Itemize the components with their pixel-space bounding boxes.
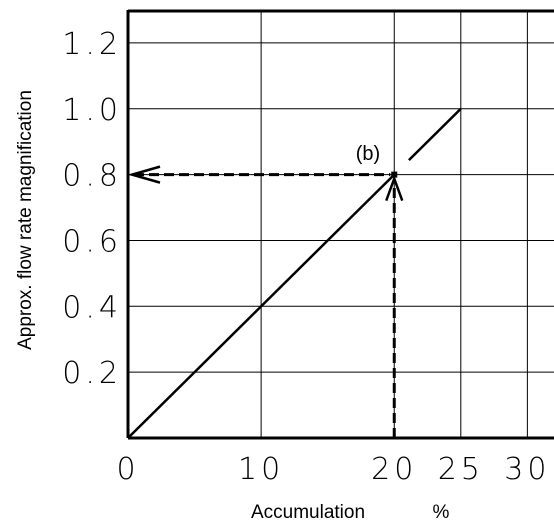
series-layer [127, 107, 462, 439]
x-tick-label: 0 [116, 452, 139, 487]
y-tick-label: 0.6 [62, 224, 122, 259]
grid-lines [128, 10, 554, 438]
annotation-layer [127, 165, 404, 438]
x-tick-label: 30 [504, 452, 550, 487]
x-tick-label: 10 [238, 452, 284, 487]
left-arrowhead [127, 165, 161, 184]
plot-frame [126, 9, 554, 440]
x-axis-unit: % [433, 502, 450, 523]
y-tick-label: 1.2 [62, 27, 122, 62]
x-tick-label: 20 [371, 452, 417, 487]
y-tick-label: 0.2 [62, 356, 122, 391]
x-axis-label: Accumulation [251, 502, 365, 523]
y-tick-label: 0.8 [62, 159, 122, 194]
series-line [127, 173, 396, 439]
up-arrowhead [385, 174, 404, 202]
y-tick-label: 1.0 [62, 93, 122, 128]
y-axis-label: Approx. flow rate magnification [15, 90, 36, 350]
x-tick-label: 25 [438, 452, 484, 487]
y-tick-label: 0.4 [62, 290, 122, 325]
tick-labels: 0 10 20 25 30 0.2 0.4 0.6 0.8 1.0 1.2 [62, 27, 550, 487]
annotation-point [391, 171, 398, 178]
series-line-upper [408, 107, 462, 162]
annotation-label: (b) [356, 143, 380, 165]
